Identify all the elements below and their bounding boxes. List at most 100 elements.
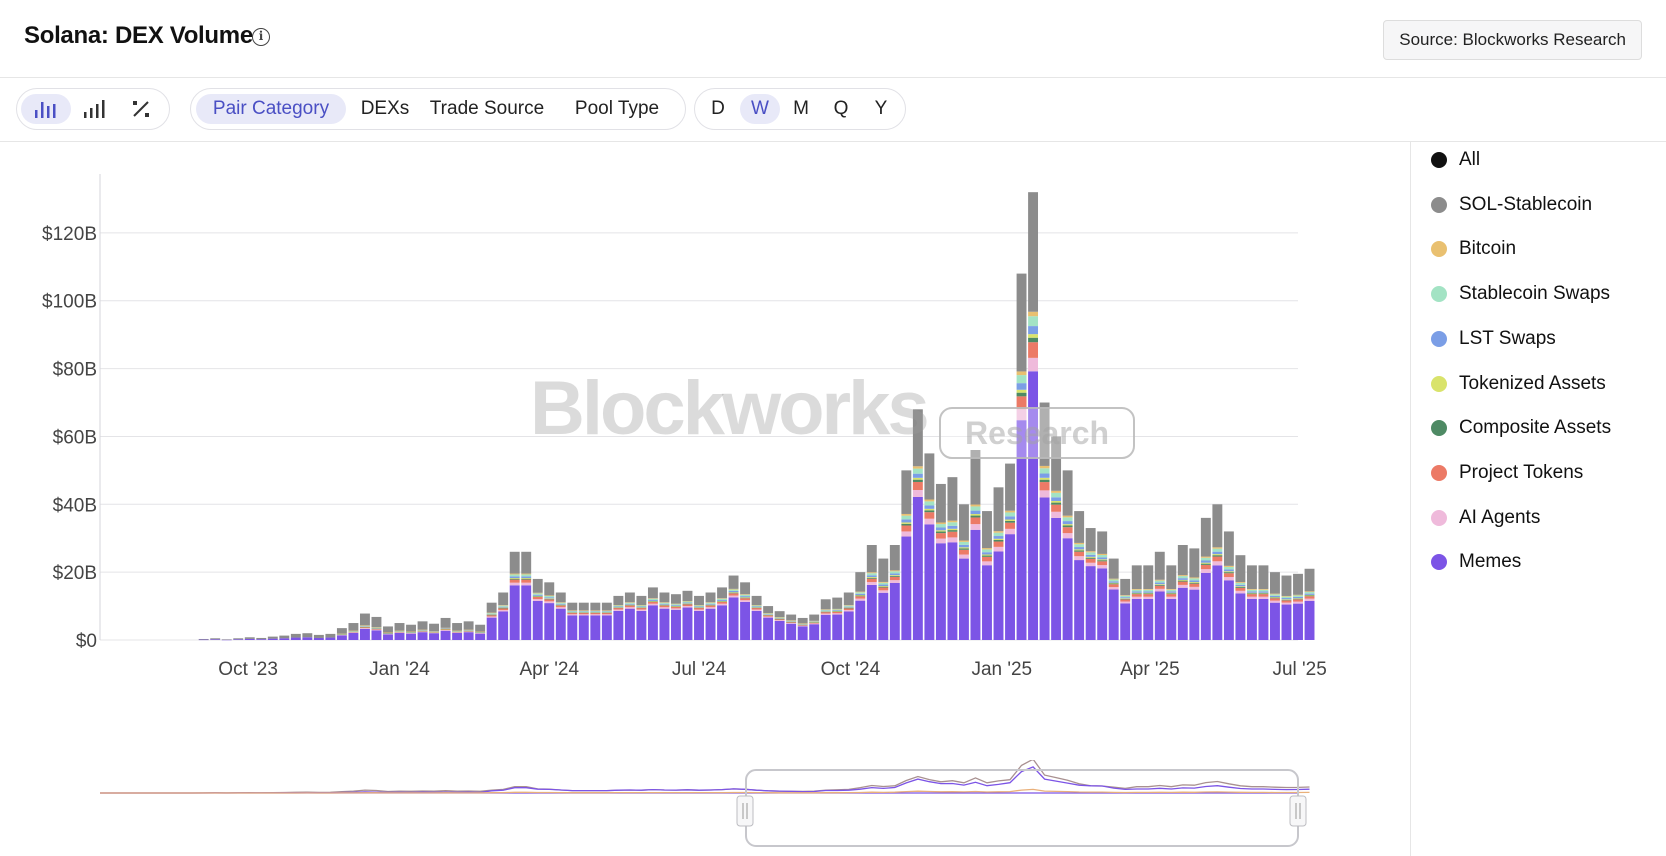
- bar-stack[interactable]: [1120, 578, 1131, 640]
- bar-stack[interactable]: [901, 470, 912, 640]
- bar-stack[interactable]: [694, 595, 704, 640]
- bar-stack[interactable]: [717, 587, 727, 640]
- bar-stack[interactable]: [809, 614, 820, 640]
- bar-stack[interactable]: [1177, 545, 1188, 640]
- bar-stack[interactable]: [1085, 528, 1096, 640]
- bar-stack[interactable]: [1166, 565, 1177, 640]
- bar-stack[interactable]: [509, 551, 520, 640]
- bar-stack[interactable]: [786, 614, 797, 640]
- bar-stack[interactable]: [198, 638, 209, 641]
- bar-stack[interactable]: [290, 633, 301, 640]
- bar-stack[interactable]: [532, 578, 543, 640]
- bar-stack[interactable]: [1039, 402, 1050, 640]
- bar-stack[interactable]: [1212, 504, 1223, 640]
- bar-stack[interactable]: [832, 597, 843, 640]
- bar-stack[interactable]: [1143, 565, 1154, 640]
- bar-stack[interactable]: [325, 633, 336, 640]
- bar-stack[interactable]: [982, 511, 992, 640]
- bar-stack[interactable]: [878, 558, 889, 640]
- bar-stack[interactable]: [1200, 517, 1211, 640]
- bar-stack[interactable]: [912, 409, 923, 640]
- tab-pool-type[interactable]: Pool Type: [574, 98, 660, 119]
- bar-stack[interactable]: [843, 592, 854, 641]
- bar-stack[interactable]: [567, 602, 578, 640]
- bar-stack[interactable]: [924, 453, 935, 640]
- bar-stack[interactable]: [1293, 573, 1303, 640]
- navigator-handle-left[interactable]: [736, 795, 754, 827]
- bar-stack[interactable]: [647, 587, 658, 640]
- bar-stack[interactable]: [866, 545, 877, 640]
- bar-stack[interactable]: [855, 572, 866, 640]
- tab-pair-category[interactable]: Pair Category: [196, 94, 346, 124]
- bar-stack[interactable]: [452, 623, 463, 640]
- bar-stack[interactable]: [486, 602, 497, 640]
- bar-stack[interactable]: [889, 545, 900, 640]
- bar-stack[interactable]: [682, 590, 693, 640]
- bar-stack[interactable]: [1189, 548, 1200, 640]
- bar-stack[interactable]: [1235, 555, 1246, 640]
- interval-w[interactable]: W: [740, 94, 780, 124]
- bar-stack[interactable]: [1304, 568, 1315, 640]
- interval-y[interactable]: Y: [874, 98, 888, 119]
- bar-stack[interactable]: [440, 617, 451, 640]
- bar-stack[interactable]: [624, 592, 635, 641]
- bar-stack[interactable]: [1258, 565, 1269, 640]
- navigator-handle-right[interactable]: [1289, 795, 1307, 827]
- bar-stack[interactable]: [947, 477, 958, 640]
- bar-stack[interactable]: [751, 595, 762, 640]
- bar-stack[interactable]: [797, 617, 808, 640]
- bar-stack[interactable]: [705, 592, 716, 641]
- bar-stack[interactable]: [555, 592, 566, 641]
- bar-stack[interactable]: [601, 602, 612, 640]
- interval-q[interactable]: Q: [833, 98, 849, 119]
- bar-stack[interactable]: [233, 638, 244, 640]
- bar-stack[interactable]: [763, 606, 774, 640]
- bar-stack[interactable]: [256, 637, 267, 640]
- bar-stack[interactable]: [279, 635, 290, 640]
- bar-stack[interactable]: [221, 639, 232, 641]
- bar-stack[interactable]: [1074, 511, 1085, 640]
- bar-stack[interactable]: [958, 504, 969, 640]
- bar-stack[interactable]: [970, 450, 981, 640]
- bar-stack[interactable]: [475, 624, 486, 640]
- bar-stack[interactable]: [1270, 572, 1280, 640]
- bar-stack[interactable]: [394, 623, 405, 640]
- bar-stack[interactable]: [774, 611, 785, 640]
- bar-stack[interactable]: [210, 638, 221, 640]
- bar-stack[interactable]: [521, 551, 532, 640]
- bar-stack[interactable]: [1028, 192, 1039, 640]
- bar-stack[interactable]: [1154, 551, 1165, 640]
- bar-stack[interactable]: [993, 487, 1004, 640]
- bar-stack[interactable]: [935, 483, 946, 640]
- percent-button[interactable]: [119, 94, 163, 124]
- bar-stack[interactable]: [728, 575, 739, 640]
- info-icon[interactable]: i: [252, 28, 270, 46]
- bar-stack[interactable]: [406, 624, 416, 640]
- bar-stack[interactable]: [336, 628, 347, 640]
- bar-stack[interactable]: [371, 616, 382, 640]
- bar-stack[interactable]: [820, 599, 831, 640]
- bar-stack[interactable]: [1131, 565, 1142, 640]
- bar-stack[interactable]: [1281, 575, 1292, 640]
- bar-stack[interactable]: [429, 623, 440, 640]
- bar-stack[interactable]: [636, 595, 647, 640]
- bar-stack[interactable]: [613, 595, 624, 640]
- bar-stack[interactable]: [544, 582, 555, 640]
- interval-d[interactable]: D: [711, 98, 725, 119]
- interval-m[interactable]: M: [793, 98, 809, 119]
- line-chart-button[interactable]: [73, 94, 117, 124]
- bar-stack[interactable]: [463, 621, 474, 640]
- bar-stack[interactable]: [302, 633, 313, 640]
- bar-stack[interactable]: [590, 602, 601, 640]
- bar-series[interactable]: [198, 192, 1315, 641]
- bar-stack[interactable]: [1223, 531, 1234, 640]
- bar-stack[interactable]: [1246, 565, 1257, 640]
- bar-stack[interactable]: [267, 636, 278, 640]
- bar-stack[interactable]: [740, 582, 751, 640]
- bar-stack[interactable]: [671, 594, 681, 640]
- bar-stack[interactable]: [383, 626, 393, 640]
- bar-stack[interactable]: [498, 592, 509, 641]
- bar-stack[interactable]: [1016, 273, 1027, 640]
- bar-stack[interactable]: [1005, 463, 1015, 640]
- bar-stack[interactable]: [1062, 470, 1073, 640]
